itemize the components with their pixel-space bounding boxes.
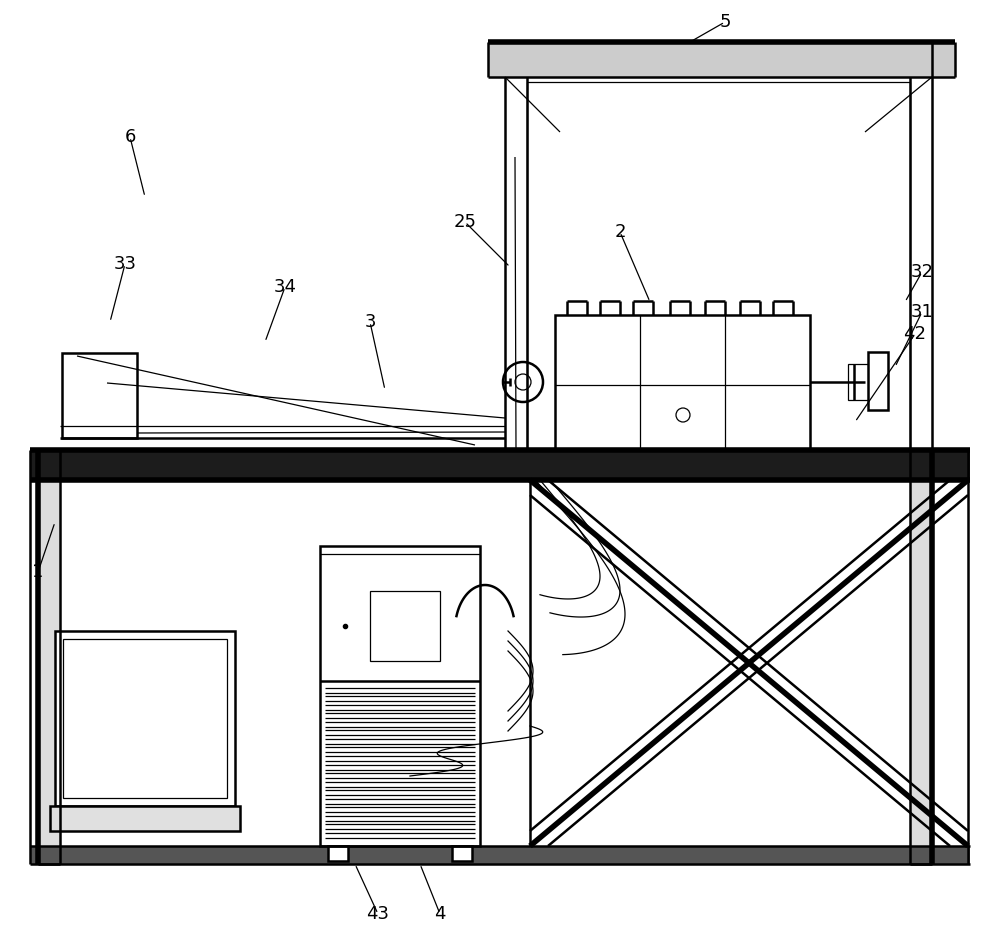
Text: 25: 25 xyxy=(454,213,477,231)
Text: 42: 42 xyxy=(904,325,926,343)
Bar xyxy=(910,480,932,846)
Text: 1: 1 xyxy=(32,563,44,581)
Bar xyxy=(868,352,888,410)
Bar xyxy=(320,546,480,846)
Text: 2: 2 xyxy=(614,223,626,241)
Text: 34: 34 xyxy=(274,278,296,296)
Bar xyxy=(452,846,472,861)
Bar xyxy=(555,315,810,450)
Text: 3: 3 xyxy=(364,313,376,331)
Text: 43: 43 xyxy=(366,905,390,923)
Bar xyxy=(370,591,440,661)
Text: 5: 5 xyxy=(719,13,731,31)
Text: 32: 32 xyxy=(911,263,934,281)
Bar xyxy=(50,806,240,831)
Bar xyxy=(63,639,227,798)
Bar xyxy=(55,631,235,806)
Bar xyxy=(30,846,970,864)
Bar xyxy=(328,846,348,861)
Bar xyxy=(488,42,955,77)
Bar xyxy=(62,353,137,438)
Text: 6: 6 xyxy=(124,128,136,146)
Bar xyxy=(848,364,870,400)
Text: 33: 33 xyxy=(114,255,136,273)
Text: 31: 31 xyxy=(911,303,933,321)
Text: 4: 4 xyxy=(434,905,446,923)
Bar xyxy=(38,480,60,846)
Bar xyxy=(30,450,970,480)
